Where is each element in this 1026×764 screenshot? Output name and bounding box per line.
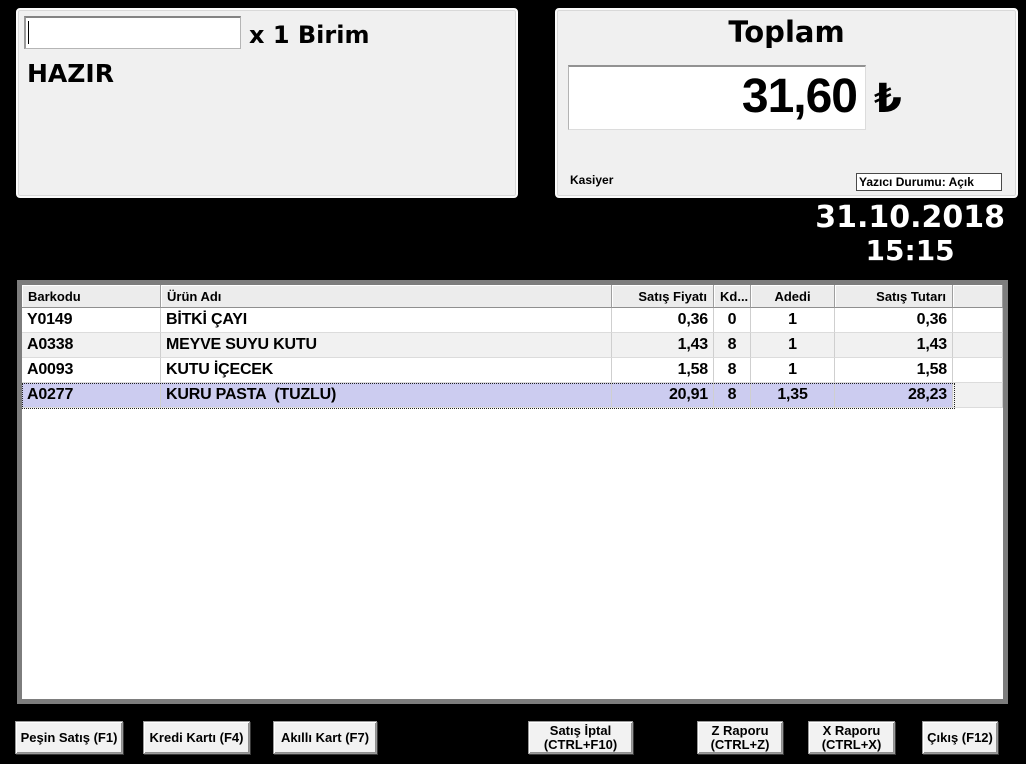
- currency-lira-icon: ₺: [874, 76, 902, 122]
- header-barcode[interactable]: Barkodu: [22, 285, 161, 308]
- cell-barcode: Y0149: [22, 308, 161, 333]
- cell-sale-total: 1,43: [835, 333, 953, 358]
- table-row[interactable]: Y0149 BİTKİ ÇAYI 0,36 0 1 0,36: [22, 308, 1003, 333]
- cell-extra: [953, 383, 1003, 408]
- cell-quantity: 1: [751, 333, 835, 358]
- cell-sale-price: 0,36: [612, 308, 714, 333]
- cell-quantity: 1,35: [751, 383, 835, 408]
- z-report-label-line2: (CTRL+Z): [710, 736, 770, 752]
- cell-extra: [953, 358, 1003, 383]
- header-extra: [953, 285, 1003, 308]
- cell-vat: 8: [714, 358, 751, 383]
- cell-vat: 8: [714, 333, 751, 358]
- cell-vat: 0: [714, 308, 751, 333]
- x-report-label-line1: X Raporu: [822, 722, 881, 738]
- total-title: Toplam: [728, 15, 845, 49]
- barcode-input[interactable]: [24, 16, 241, 49]
- cell-vat: 8: [714, 383, 751, 408]
- cell-product-name: BİTKİ ÇAYI: [161, 308, 612, 333]
- total-panel: Toplam 31,60 ₺ Kasiyer Yazıcı Durumu: Aç…: [555, 8, 1018, 198]
- cell-product-name: KUTU İÇECEK: [161, 358, 612, 383]
- cell-sale-total: 1,58: [835, 358, 953, 383]
- header-vat[interactable]: Kd...: [714, 285, 751, 308]
- cancel-sale-label-line2: (CTRL+F10): [543, 736, 618, 752]
- cash-sale-button[interactable]: Peşin Satış (F1): [15, 721, 123, 754]
- scan-panel: x 1 Birim HAZIR: [16, 8, 518, 198]
- cancel-sale-button[interactable]: Satış İptal (CTRL+F10): [528, 721, 633, 754]
- header-quantity[interactable]: Adedi: [751, 285, 835, 308]
- z-report-button[interactable]: Z Raporu (CTRL+Z): [697, 721, 783, 754]
- smart-card-button[interactable]: Akıllı Kart (F7): [273, 721, 377, 754]
- x-report-label-line2: (CTRL+X): [821, 736, 882, 752]
- x-report-button[interactable]: X Raporu (CTRL+X): [808, 721, 895, 754]
- cash-sale-label: Peşin Satış (F1): [20, 729, 118, 745]
- text-caret: [28, 21, 29, 44]
- cashier-label: Kasiyer: [570, 173, 614, 187]
- printer-status-badge: Yazıcı Durumu: Açık: [856, 173, 1002, 191]
- cell-sale-price: 1,58: [612, 358, 714, 383]
- status-text: HAZIR: [27, 59, 114, 88]
- cell-product-name: MEYVE SUYU KUTU: [161, 333, 612, 358]
- unit-quantity-label: x 1 Birim: [249, 21, 370, 49]
- credit-card-label: Kredi Kartı (F4): [149, 729, 244, 745]
- current-date: 31.10.2018: [815, 200, 1005, 235]
- cell-quantity: 1: [751, 308, 835, 333]
- sales-table-wrap: Barkodu Ürün Adı Satış Fiyatı Kd... Aded…: [22, 285, 1003, 699]
- table-row[interactable]: A0338 MEYVE SUYU KUTU 1,43 8 1 1,43: [22, 333, 1003, 358]
- table-row-selected[interactable]: A0277 KURU PASTA (TUZLU) 20,91 8 1,35 28…: [22, 383, 1003, 408]
- cancel-sale-label-line1: Satış İptal: [549, 722, 612, 738]
- sales-table: Barkodu Ürün Adı Satış Fiyatı Kd... Aded…: [22, 285, 1003, 408]
- cell-barcode: A0093: [22, 358, 161, 383]
- exit-label: Çıkış (F12): [927, 729, 993, 745]
- datetime-display: 31.10.2018 15:15: [815, 201, 1005, 267]
- cell-quantity: 1: [751, 358, 835, 383]
- header-sale-price[interactable]: Satış Fiyatı: [612, 285, 714, 308]
- table-header-row: Barkodu Ürün Adı Satış Fiyatı Kd... Aded…: [22, 285, 1003, 308]
- exit-button[interactable]: Çıkış (F12): [922, 721, 998, 754]
- credit-card-button[interactable]: Kredi Kartı (F4): [143, 721, 250, 754]
- table-row[interactable]: A0093 KUTU İÇECEK 1,58 8 1 1,58: [22, 358, 1003, 383]
- cell-sale-total: 28,23: [835, 383, 953, 408]
- cell-barcode: A0338: [22, 333, 161, 358]
- cell-extra: [953, 333, 1003, 358]
- z-report-label-line1: Z Raporu: [711, 722, 769, 738]
- total-amount-display: 31,60: [568, 65, 866, 130]
- total-amount-value: 31,60: [741, 70, 858, 123]
- cell-sale-price: 1,43: [612, 333, 714, 358]
- sales-table-panel: Barkodu Ürün Adı Satış Fiyatı Kd... Aded…: [17, 280, 1008, 704]
- header-sale-total[interactable]: Satış Tutarı: [835, 285, 953, 308]
- header-product-name[interactable]: Ürün Adı: [161, 285, 612, 308]
- smart-card-label: Akıllı Kart (F7): [280, 729, 370, 745]
- cell-barcode: A0277: [22, 383, 161, 408]
- cell-sale-price: 20,91: [612, 383, 714, 408]
- current-time: 15:15: [865, 234, 955, 267]
- cell-extra: [953, 308, 1003, 333]
- cell-product-name: KURU PASTA (TUZLU): [161, 383, 612, 408]
- cell-sale-total: 0,36: [835, 308, 953, 333]
